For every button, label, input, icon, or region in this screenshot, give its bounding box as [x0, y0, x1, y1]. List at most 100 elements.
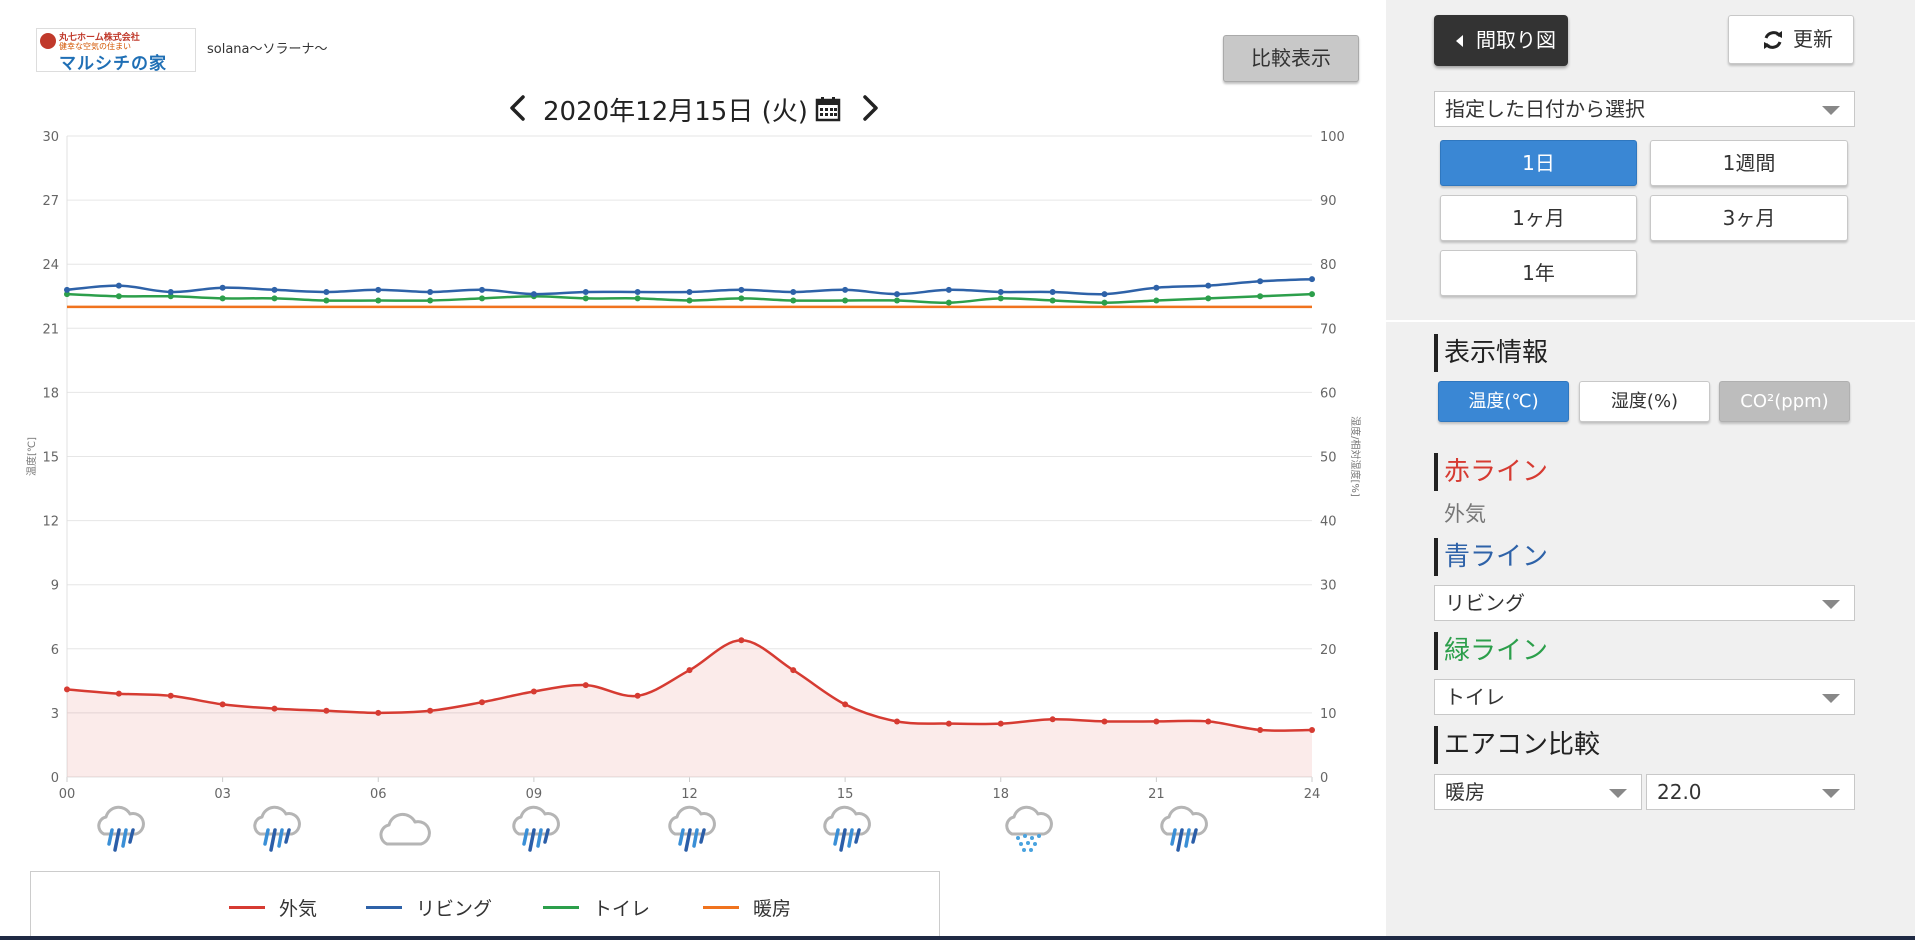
data-point-living[interactable]	[790, 288, 797, 295]
data-point-toilet[interactable]	[1101, 299, 1108, 306]
data-point-outdoor[interactable]	[1205, 718, 1212, 725]
data-point-toilet[interactable]	[479, 295, 485, 302]
data-point-toilet[interactable]	[997, 295, 1004, 302]
floor-plan-button[interactable]: 間取り図	[1434, 15, 1568, 66]
refresh-button[interactable]: 更新	[1728, 15, 1854, 64]
data-point-toilet[interactable]	[634, 295, 641, 302]
main-area: 丸七ホーム株式会社 健幸な空気の住まい マルシチの家 solana〜ソラーナ〜 …	[25, 28, 1362, 940]
data-point-living[interactable]	[115, 282, 122, 289]
data-point-living[interactable]	[997, 288, 1004, 295]
chevron-left-icon[interactable]	[505, 94, 531, 122]
range-1week-button[interactable]: 1週間	[1650, 140, 1848, 186]
x-tick-label: 06	[370, 787, 387, 800]
data-point-toilet[interactable]	[427, 297, 434, 304]
data-point-outdoor[interactable]	[530, 688, 537, 695]
green-line-select[interactable]: トイレ	[1434, 679, 1855, 715]
data-point-living[interactable]	[219, 284, 226, 291]
data-point-outdoor[interactable]	[894, 718, 900, 725]
data-point-outdoor[interactable]	[686, 667, 693, 674]
data-point-outdoor[interactable]	[1049, 716, 1056, 723]
data-point-living[interactable]	[479, 286, 485, 293]
legend-item-outdoor[interactable]: 外気	[229, 894, 317, 920]
data-point-toilet[interactable]	[64, 291, 70, 298]
data-point-living[interactable]	[1309, 276, 1315, 283]
data-point-toilet[interactable]	[115, 293, 122, 300]
data-point-outdoor[interactable]	[1309, 726, 1315, 733]
data-point-outdoor[interactable]	[790, 667, 797, 674]
data-point-toilet[interactable]	[738, 295, 745, 302]
data-point-living[interactable]	[945, 286, 952, 293]
legend-item-heating[interactable]: 暖房	[703, 894, 791, 920]
ac-temperature-select[interactable]: 22.0	[1646, 774, 1855, 810]
data-point-toilet[interactable]	[790, 297, 797, 304]
data-point-living[interactable]	[582, 288, 589, 295]
legend-item-living[interactable]: リビング	[366, 894, 492, 920]
data-point-toilet[interactable]	[1257, 293, 1264, 300]
data-point-living[interactable]	[738, 286, 745, 293]
data-point-toilet[interactable]	[1205, 295, 1212, 302]
metric-co2-button[interactable]: CO²(ppm)	[1719, 381, 1850, 422]
data-point-outdoor[interactable]	[375, 709, 382, 716]
data-point-living[interactable]	[1101, 291, 1108, 298]
range-1year-button[interactable]: 1年	[1440, 250, 1637, 296]
date-mode-select[interactable]: 指定した日付から選択	[1434, 91, 1855, 127]
data-point-living[interactable]	[167, 288, 174, 295]
data-point-toilet[interactable]	[271, 295, 278, 302]
data-point-toilet[interactable]	[1049, 297, 1056, 304]
range-3month-button[interactable]: 3ヶ月	[1650, 195, 1848, 241]
data-point-outdoor[interactable]	[271, 705, 278, 712]
data-point-living[interactable]	[530, 291, 537, 298]
company-logo[interactable]: 丸七ホーム株式会社 健幸な空気の住まい マルシチの家	[36, 28, 196, 72]
data-point-toilet[interactable]	[1153, 297, 1160, 304]
data-point-outdoor[interactable]	[167, 692, 174, 699]
data-point-toilet[interactable]	[375, 297, 382, 304]
data-point-outdoor[interactable]	[323, 707, 330, 714]
data-point-toilet[interactable]	[945, 299, 952, 306]
data-point-toilet[interactable]	[219, 295, 226, 302]
data-point-living[interactable]	[1205, 282, 1212, 289]
data-point-outdoor[interactable]	[634, 692, 641, 699]
range-1day-button[interactable]: 1日	[1440, 140, 1637, 186]
legend-item-toilet[interactable]: トイレ	[543, 894, 650, 920]
data-point-living[interactable]	[634, 288, 641, 295]
data-point-outdoor[interactable]	[842, 701, 849, 708]
range-1month-button[interactable]: 1ヶ月	[1440, 195, 1637, 241]
data-point-living[interactable]	[1049, 288, 1056, 295]
data-point-outdoor[interactable]	[115, 690, 122, 697]
data-point-living[interactable]	[894, 291, 900, 298]
data-point-outdoor[interactable]	[427, 707, 434, 714]
data-point-outdoor[interactable]	[219, 701, 226, 708]
data-point-outdoor[interactable]	[479, 699, 485, 706]
data-point-living[interactable]	[427, 288, 434, 295]
data-point-toilet[interactable]	[842, 297, 849, 304]
calendar-icon[interactable]	[815, 96, 841, 122]
data-point-living[interactable]	[323, 288, 330, 295]
data-point-living[interactable]	[1257, 278, 1264, 285]
data-point-toilet[interactable]	[686, 297, 693, 304]
data-point-toilet[interactable]	[894, 297, 900, 304]
metric-humidity-button[interactable]: 湿度(%)	[1579, 381, 1710, 422]
data-point-living[interactable]	[686, 288, 693, 295]
data-point-toilet[interactable]	[582, 295, 589, 302]
data-point-outdoor[interactable]	[1153, 718, 1160, 725]
data-point-living[interactable]	[1153, 284, 1160, 291]
data-point-outdoor[interactable]	[582, 682, 589, 689]
metric-temperature-button[interactable]: 温度(℃)	[1438, 381, 1569, 422]
data-point-living[interactable]	[64, 286, 70, 293]
data-point-outdoor[interactable]	[738, 637, 745, 644]
data-point-toilet[interactable]	[1309, 291, 1315, 298]
data-point-outdoor[interactable]	[1101, 718, 1108, 725]
data-point-toilet[interactable]	[323, 297, 330, 304]
compare-button[interactable]: 比較表示	[1223, 35, 1359, 82]
chevron-right-icon[interactable]	[857, 94, 883, 122]
data-point-living[interactable]	[842, 286, 849, 293]
data-point-living[interactable]	[375, 286, 382, 293]
data-point-toilet[interactable]	[167, 293, 174, 300]
data-point-living[interactable]	[271, 286, 278, 293]
data-point-outdoor[interactable]	[1257, 726, 1264, 733]
data-point-outdoor[interactable]	[64, 686, 70, 693]
blue-line-select[interactable]: リビング	[1434, 585, 1855, 621]
ac-mode-select[interactable]: 暖房	[1434, 774, 1642, 810]
data-point-outdoor[interactable]	[997, 720, 1004, 727]
data-point-outdoor[interactable]	[945, 720, 952, 727]
